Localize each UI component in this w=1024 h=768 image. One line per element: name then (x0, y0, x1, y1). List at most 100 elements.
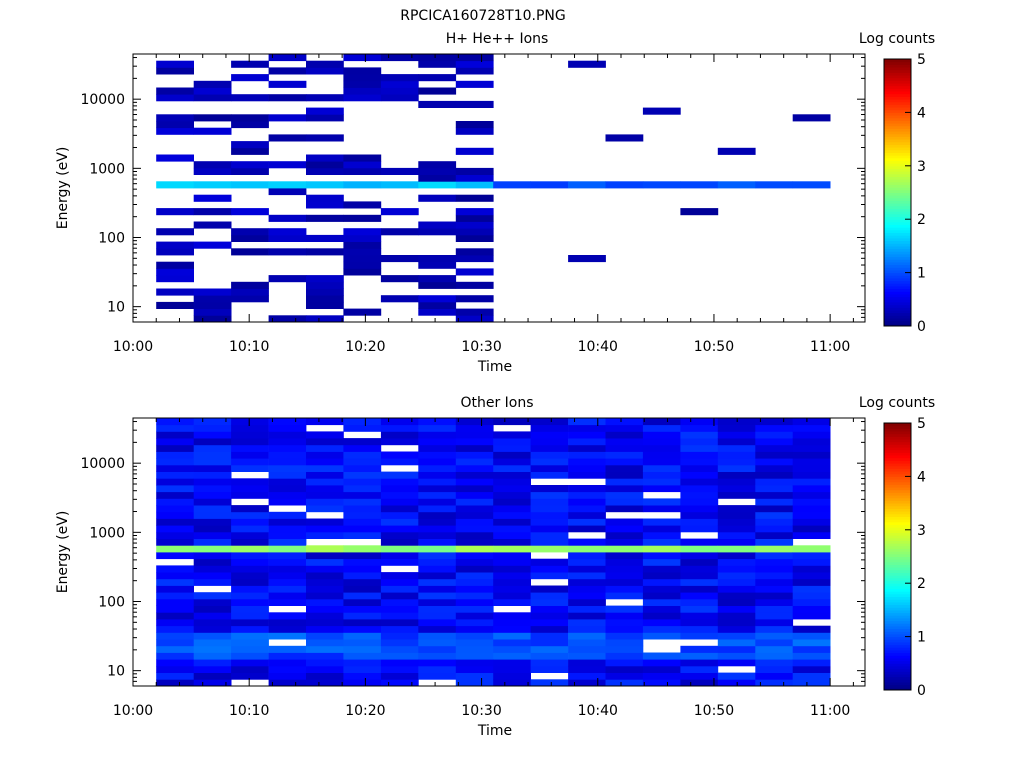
heatmap-cell (306, 632, 344, 640)
colorbar-tick-label: 0 (917, 683, 926, 699)
heatmap-cell (792, 625, 831, 633)
heatmap-cell (306, 552, 344, 560)
heatmap-cell (343, 464, 382, 472)
heatmap-cell (418, 281, 457, 289)
heatmap-cell (530, 438, 569, 446)
heatmap-cell (156, 424, 194, 432)
heatmap-cell (717, 147, 756, 155)
heatmap-cell (156, 511, 194, 519)
y-tick-label: 1000 (89, 525, 125, 541)
colorbar-segment (884, 447, 911, 451)
heatmap-cell (792, 585, 831, 593)
heatmap-cell (418, 612, 457, 620)
heatmap-cell (380, 545, 419, 553)
heatmap-cell (605, 525, 644, 533)
heatmap-cell (380, 208, 419, 216)
colorbar-segment (884, 633, 911, 638)
heatmap-cell (343, 444, 382, 452)
heatmap-cell (642, 444, 681, 452)
heatmap-cell (380, 639, 419, 647)
heatmap-cell (156, 565, 194, 573)
heatmap-cell (156, 127, 194, 135)
colorbar: 0 1 2 3 4 5 (883, 416, 926, 699)
colorbar-segment (884, 240, 911, 244)
heatmap-cell (455, 505, 494, 513)
heatmap-cell (717, 525, 756, 533)
heatmap-cell (193, 478, 232, 486)
heatmap-cell (605, 545, 644, 553)
heatmap-cell (493, 458, 531, 466)
colorbar-segment (884, 91, 911, 95)
heatmap-cell (530, 632, 569, 640)
x-axis: 10:00 10:10 10:20 10:30 10:40 10:50 11:00 (113, 54, 854, 355)
heatmap-cell (343, 545, 382, 553)
heatmap-cell (380, 451, 419, 459)
heatmap-cell (792, 451, 831, 459)
heatmap-cell (530, 605, 569, 613)
heatmap-cell (642, 505, 681, 513)
heatmap-cell (193, 295, 232, 303)
heatmap-cell (568, 592, 606, 600)
heatmap-cell (418, 174, 457, 182)
colorbar-segment (884, 639, 911, 643)
heatmap-cell (156, 301, 194, 309)
heatmap-cell (755, 639, 794, 647)
colorbar-segment (884, 323, 911, 327)
colorbar-segment (884, 269, 911, 274)
heatmap-cell (455, 458, 494, 466)
heatmap-cell (568, 505, 606, 513)
heatmap-cell (568, 538, 606, 546)
heatmap-cell (268, 451, 307, 459)
heatmap-cell (231, 451, 269, 459)
heatmap-cell (455, 592, 494, 600)
heatmap-cell (193, 491, 232, 499)
heatmap-cell (193, 114, 232, 122)
heatmap-cell (156, 87, 194, 95)
heatmap-cell (530, 464, 569, 472)
heatmap-cell (231, 525, 269, 533)
colorbar-segment (884, 208, 911, 212)
heatmap-cell (380, 518, 419, 526)
heatmap-cell (605, 444, 644, 452)
heatmap-cell (717, 585, 756, 593)
heatmap-cell (306, 438, 344, 446)
heatmap-cell (755, 625, 794, 633)
heatmap-cell (418, 645, 457, 653)
heatmap-cell (755, 518, 794, 526)
colorbar-segment (884, 229, 911, 234)
heatmap-cell (343, 565, 382, 573)
heatmap-cell (380, 531, 419, 539)
heatmap-cell (605, 639, 644, 647)
page-title: RPCICA160728T10.PNG (400, 8, 565, 24)
heatmap-cell (231, 538, 269, 546)
heatmap-cell (717, 471, 756, 479)
heatmap-cell (268, 464, 307, 472)
heatmap-cell (156, 672, 194, 680)
colorbar-segment (884, 107, 911, 111)
colorbar-frame (883, 58, 912, 327)
heatmap-cell (642, 525, 681, 533)
heatmap-cell (717, 652, 756, 660)
heatmap-cell (343, 652, 382, 660)
heatmap-cell (231, 612, 269, 620)
heatmap-cell (268, 625, 307, 633)
heatmap-cell (193, 652, 232, 660)
heatmap-cell (156, 114, 194, 122)
colorbar-segment (884, 439, 911, 443)
heatmap-cell (568, 585, 606, 593)
heatmap-cell (455, 67, 494, 75)
heatmap-cell (268, 632, 307, 640)
heatmap-cell (642, 518, 681, 526)
heatmap-cell (493, 665, 531, 673)
heatmap-cell (193, 639, 232, 647)
heatmap-cell (792, 665, 831, 673)
heatmap-cell (343, 234, 382, 242)
heatmap-cell (493, 578, 531, 586)
x-tick-label: 10:30 (461, 339, 501, 355)
heatmap-cell (231, 431, 269, 439)
colorbar-segment (884, 195, 911, 199)
colorbar-segment (884, 275, 911, 279)
heatmap-cell (306, 639, 344, 647)
heatmap-cell (455, 444, 494, 452)
heatmap-cell (605, 652, 644, 660)
